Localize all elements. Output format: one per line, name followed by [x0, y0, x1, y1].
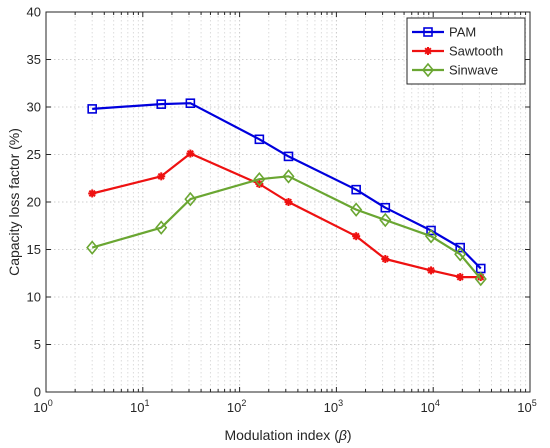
series-line — [91, 175, 482, 280]
data-point-asterisk — [381, 255, 390, 263]
legend-label: Sinwave — [449, 63, 498, 78]
legend: PAM Sawtooth Sinwave — [406, 17, 526, 85]
data-point-square — [283, 151, 294, 162]
asterisk-center — [383, 256, 388, 262]
legend-item-sinwave: Sinwave — [412, 63, 498, 78]
x-axis-label: Modulation index (β) — [224, 427, 351, 443]
y-tick-label: 25 — [27, 147, 41, 162]
data-point-diamond — [184, 191, 197, 207]
x-tick-label: 103 — [324, 398, 343, 415]
asterisk-center — [286, 199, 291, 205]
x-tick-label: 104 — [420, 398, 439, 415]
data-point-square — [380, 202, 391, 213]
data-point-diamond — [421, 62, 435, 78]
x-tick-label: 100 — [33, 398, 52, 415]
axis-ticks — [45, 11, 531, 393]
data-point-diamond — [155, 220, 168, 235]
x-tick-label: 102 — [227, 398, 246, 415]
series-line — [91, 152, 481, 279]
y-tick-label: 20 — [27, 195, 41, 210]
data-point-square — [423, 27, 433, 37]
y-tick-label: 30 — [27, 100, 41, 115]
data-point-diamond — [474, 271, 487, 287]
x-tick-labels: 100 101 102 103 104 105 — [33, 398, 536, 415]
data-point-diamond — [253, 171, 266, 187]
series-pam — [87, 98, 486, 274]
data-point-diamond — [86, 240, 99, 255]
data-point-asterisk — [352, 232, 361, 241]
asterisk-center — [457, 274, 463, 280]
asterisk-center — [428, 268, 434, 273]
legend-item-sawtooth: Sawtooth — [412, 44, 503, 59]
y-tick-label: 40 — [27, 5, 41, 20]
y-tick-label: 0 — [34, 385, 41, 400]
data-point-square — [455, 242, 465, 253]
data-point-diamond — [425, 228, 438, 244]
x-tick-label: 101 — [130, 398, 149, 415]
data-point-diamond — [454, 247, 467, 262]
y-axis-label: Capacity loss factor (%) — [6, 128, 22, 276]
data-point-diamond — [282, 169, 295, 184]
data-point-asterisk — [88, 189, 97, 198]
asterisk-center — [89, 191, 95, 196]
y-tick-label: 10 — [27, 290, 41, 305]
data-point-square — [87, 104, 97, 114]
data-point-asterisk — [157, 172, 166, 181]
asterisk-center — [353, 234, 359, 239]
asterisk-center — [425, 48, 431, 54]
asterisk-center — [188, 151, 193, 156]
data-point-square — [351, 184, 361, 195]
legend-label: Sawtooth — [449, 44, 503, 59]
data-point-diamond — [379, 212, 392, 228]
data-point-asterisk — [456, 273, 465, 282]
series-sawtooth — [88, 149, 485, 282]
data-point-square — [426, 225, 436, 236]
grid — [46, 12, 530, 392]
y-tick-label: 15 — [27, 242, 41, 257]
data-point-diamond — [350, 202, 363, 217]
asterisk-center — [159, 174, 164, 179]
data-point-asterisk — [424, 47, 432, 55]
series-line — [92, 102, 482, 270]
data-point-square — [156, 99, 167, 109]
series-sinwave — [86, 169, 487, 287]
y-tick-labels: 0 5 10 15 20 25 30 35 40 — [27, 5, 41, 400]
legend-label: PAM — [449, 25, 476, 40]
data-point-asterisk — [186, 149, 195, 158]
data-point-asterisk — [284, 198, 293, 206]
data-point-square — [185, 98, 196, 108]
data-point-asterisk — [427, 266, 436, 275]
data-point-square — [254, 134, 265, 145]
y-tick-label: 5 — [34, 337, 41, 352]
y-tick-label: 35 — [27, 52, 41, 67]
legend-item-pam: PAM — [412, 25, 476, 40]
x-tick-label: 105 — [517, 398, 536, 415]
series-group — [86, 98, 487, 287]
